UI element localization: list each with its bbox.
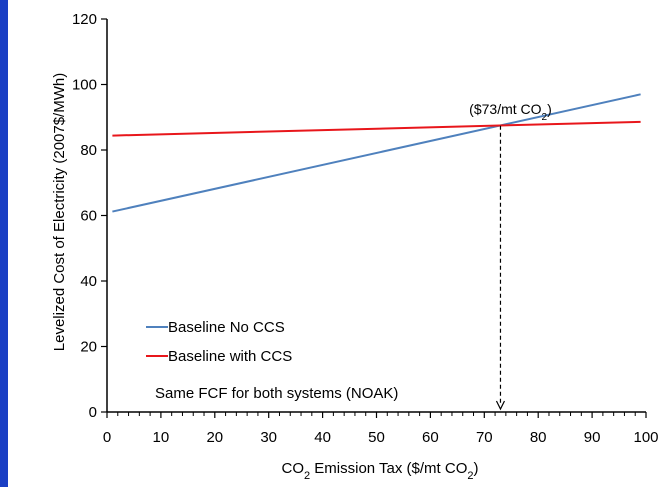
- x-tick-label: 20: [206, 429, 223, 446]
- x-tick-label: 70: [476, 429, 493, 446]
- crossover-label: ($73/mt CO2): [469, 101, 552, 123]
- x-tick-label: 100: [633, 429, 658, 446]
- x-tick-label: 90: [584, 429, 601, 446]
- fcf-note: Same FCF for both systems (NOAK): [155, 385, 398, 402]
- y-tick-label: 120: [72, 11, 97, 28]
- series-line-baseline-with-ccs: [112, 120, 641, 137]
- arrow-down-icon: [495, 400, 506, 411]
- axes: 0 20 40 60 80 100 120 0 10 20 30 40 50 60 70 80 90 100: [72, 11, 659, 446]
- x-tick-label: 80: [530, 429, 547, 446]
- x-tick-label: 50: [368, 429, 385, 446]
- y-tick-label: 0: [89, 404, 97, 421]
- series-line-baseline-no-ccs: [112, 93, 641, 213]
- legend: Baseline No CCS Baseline with CCS Same FCF…: [146, 319, 398, 402]
- x-tick-label: 60: [422, 429, 439, 446]
- chart-panel: [8, 0, 665, 487]
- y-tick-label: 20: [80, 339, 97, 356]
- x-tick-label: 0: [103, 429, 111, 446]
- series-layer: [112, 93, 641, 213]
- y-axis-label: Levelized Cost of Electricity (2007$/MWh…: [51, 73, 68, 351]
- x-axis-label: CO2 Emission Tax ($/mt CO2): [281, 460, 478, 482]
- x-tick-label: 40: [314, 429, 331, 446]
- annotation-layer: ($73/mt CO2): [469, 101, 552, 411]
- y-tick-label: 40: [80, 273, 97, 290]
- x-tick-label: 10: [153, 429, 170, 446]
- y-tick-label: 100: [72, 77, 97, 94]
- y-tick-label: 80: [80, 142, 97, 159]
- legend-label: Baseline with CCS: [168, 348, 292, 365]
- y-tick-label: 60: [80, 208, 97, 225]
- legend-label: Baseline No CCS: [168, 319, 285, 336]
- x-tick-label: 30: [260, 429, 277, 446]
